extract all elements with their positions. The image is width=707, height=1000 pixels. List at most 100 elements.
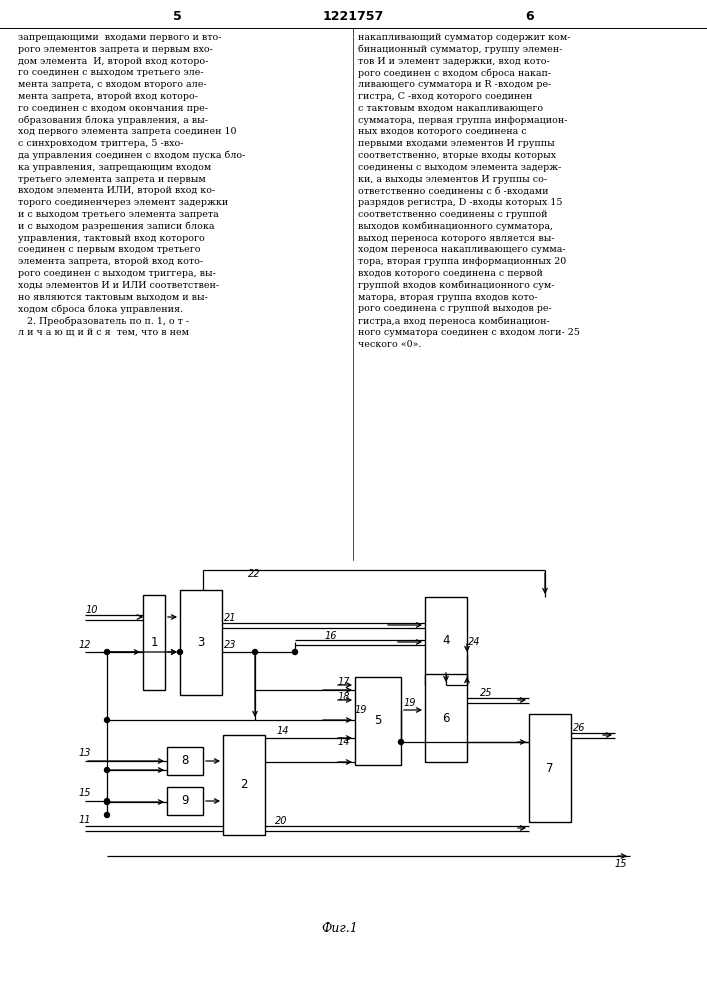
Text: 11: 11: [79, 815, 91, 825]
Text: 23: 23: [224, 640, 237, 650]
Text: разрядов регистра, D -входы которых 15: разрядов регистра, D -входы которых 15: [358, 198, 563, 207]
Text: рого соединен с выходом триггера, вы-: рого соединен с выходом триггера, вы-: [18, 269, 216, 278]
Text: 14: 14: [338, 737, 351, 747]
Text: 17: 17: [338, 677, 351, 687]
Text: ливающего сумматора и R -входом ре-: ливающего сумматора и R -входом ре-: [358, 80, 551, 89]
Text: 24: 24: [468, 637, 481, 647]
Text: с тактовым входом накапливающего: с тактовым входом накапливающего: [358, 104, 543, 113]
Text: 8: 8: [181, 754, 189, 768]
Text: ка управления, запрещающим входом: ка управления, запрещающим входом: [18, 163, 211, 172]
Text: ход первого элемента запрета соединен 10: ход первого элемента запрета соединен 10: [18, 127, 237, 136]
Text: 13: 13: [79, 748, 91, 758]
Text: го соединен с выходом третьего эле-: го соединен с выходом третьего эле-: [18, 68, 204, 77]
Text: сумматора, первая группа информацион-: сумматора, первая группа информацион-: [358, 116, 568, 125]
Text: 2: 2: [240, 778, 247, 792]
Text: соответственно, вторые входы которых: соответственно, вторые входы которых: [358, 151, 556, 160]
Bar: [529, 714, 571, 822]
Text: образования блока управления, а вы-: образования блока управления, а вы-: [18, 116, 208, 125]
Text: ных входов которого соединена с: ных входов которого соединена с: [358, 127, 527, 136]
Text: 15: 15: [79, 788, 91, 798]
Circle shape: [105, 718, 110, 722]
Text: гистра,а вход переноса комбинацион-: гистра,а вход переноса комбинацион-: [358, 316, 550, 326]
Text: 16: 16: [325, 631, 337, 641]
Text: 25: 25: [480, 688, 493, 698]
Text: мента запрета, с входом второго але-: мента запрета, с входом второго але-: [18, 80, 206, 89]
Text: и с выходом третьего элемента запрета: и с выходом третьего элемента запрета: [18, 210, 218, 219]
Circle shape: [105, 768, 110, 772]
Circle shape: [293, 650, 298, 654]
Bar: [355, 677, 401, 765]
Circle shape: [105, 812, 110, 818]
Bar: [180, 590, 222, 695]
Text: 22: 22: [248, 569, 260, 579]
Bar: [143, 595, 165, 690]
Text: 2. Преобразователь по п. 1, о т -: 2. Преобразователь по п. 1, о т -: [18, 316, 189, 326]
Text: ответственно соединены с б -входами: ответственно соединены с б -входами: [358, 186, 549, 195]
Text: 12: 12: [79, 640, 91, 650]
Bar: [167, 787, 203, 815]
Text: соединен с первым входом третьего: соединен с первым входом третьего: [18, 245, 201, 254]
Bar: [425, 674, 467, 762]
Text: Фиг.1: Фиг.1: [322, 922, 358, 934]
Text: и с выходом разрешения записи блока: и с выходом разрешения записи блока: [18, 222, 214, 231]
Text: 10: 10: [86, 605, 98, 615]
Text: тора, вторая группа информационных 20: тора, вторая группа информационных 20: [358, 257, 566, 266]
Text: 14: 14: [277, 726, 289, 736]
Text: ки, а выходы элементов И группы со-: ки, а выходы элементов И группы со-: [358, 175, 547, 184]
Text: выход переноса которого является вы-: выход переноса которого является вы-: [358, 234, 554, 243]
Text: ходом переноса накапливающего сумма-: ходом переноса накапливающего сумма-: [358, 245, 566, 254]
Text: мента запрета, второй вход которо-: мента запрета, второй вход которо-: [18, 92, 198, 101]
Text: с синхровходом триггера, 5 -вхо-: с синхровходом триггера, 5 -вхо-: [18, 139, 184, 148]
Circle shape: [105, 798, 110, 804]
Bar: [223, 735, 265, 835]
Text: 5: 5: [173, 9, 182, 22]
Text: управления, тактовый вход которого: управления, тактовый вход которого: [18, 234, 205, 243]
Text: ходы элементов И и ИЛИ соответствен-: ходы элементов И и ИЛИ соответствен-: [18, 281, 219, 290]
Text: первыми входами элементов И группы: первыми входами элементов И группы: [358, 139, 555, 148]
Text: но являются тактовым выходом и вы-: но являются тактовым выходом и вы-: [18, 293, 208, 302]
Text: 6: 6: [526, 9, 534, 22]
Bar: [167, 747, 203, 775]
Text: 1: 1: [151, 636, 158, 649]
Text: 5: 5: [374, 714, 382, 728]
Text: дом элемента  И, второй вход которо-: дом элемента И, второй вход которо-: [18, 57, 209, 66]
Bar: [425, 597, 467, 685]
Text: 4: 4: [443, 635, 450, 648]
Text: тов И и элемент задержки, вход кото-: тов И и элемент задержки, вход кото-: [358, 57, 550, 66]
Text: 15: 15: [615, 859, 628, 869]
Text: бинационный сумматор, группу элемен-: бинационный сумматор, группу элемен-: [358, 45, 562, 54]
Text: рого соединен с входом сброса накап-: рого соединен с входом сброса накап-: [358, 68, 551, 78]
Text: накапливающий сумматор содержит ком-: накапливающий сумматор содержит ком-: [358, 33, 571, 42]
Circle shape: [105, 650, 110, 654]
Text: ческого «0».: ческого «0».: [358, 340, 421, 349]
Circle shape: [399, 740, 404, 744]
Text: соответственно соединены с группой: соответственно соединены с группой: [358, 210, 547, 219]
Text: 1221757: 1221757: [322, 9, 384, 22]
Text: 18: 18: [338, 692, 351, 702]
Text: 19: 19: [355, 705, 368, 715]
Text: входом элемента ИЛИ, второй вход ко-: входом элемента ИЛИ, второй вход ко-: [18, 186, 215, 195]
Text: торого соединенчерез элемент задержки: торого соединенчерез элемент задержки: [18, 198, 228, 207]
Text: выходов комбинационного сумматора,: выходов комбинационного сумматора,: [358, 222, 553, 231]
Text: ходом сброса блока управления.: ходом сброса блока управления.: [18, 304, 183, 314]
Text: 6: 6: [443, 712, 450, 724]
Text: 7: 7: [547, 762, 554, 774]
Text: входов которого соединена с первой: входов которого соединена с первой: [358, 269, 543, 278]
Circle shape: [105, 800, 110, 804]
Text: 21: 21: [224, 613, 237, 623]
Text: элемента запрета, второй вход кото-: элемента запрета, второй вход кото-: [18, 257, 203, 266]
Circle shape: [177, 650, 182, 654]
Text: соединены с выходом элемента задерж-: соединены с выходом элемента задерж-: [358, 163, 561, 172]
Circle shape: [252, 650, 257, 654]
Text: третьего элемента запрета и первым: третьего элемента запрета и первым: [18, 175, 206, 184]
Text: 26: 26: [573, 723, 585, 733]
Text: го соединен с входом окончания пре-: го соединен с входом окончания пре-: [18, 104, 208, 113]
Text: группой входов комбинационного сум-: группой входов комбинационного сум-: [358, 281, 554, 290]
Text: гистра, C -вход которого соединен: гистра, C -вход которого соединен: [358, 92, 532, 101]
Text: рого соединена с группой выходов ре-: рого соединена с группой выходов ре-: [358, 304, 551, 313]
Text: да управления соединен с входом пуска бло-: да управления соединен с входом пуска бл…: [18, 151, 245, 160]
Text: матора, вторая группа входов кото-: матора, вторая группа входов кото-: [358, 293, 537, 302]
Text: рого элементов запрета и первым вхо-: рого элементов запрета и первым вхо-: [18, 45, 213, 54]
Text: 20: 20: [275, 816, 288, 826]
Text: 19: 19: [404, 698, 416, 708]
